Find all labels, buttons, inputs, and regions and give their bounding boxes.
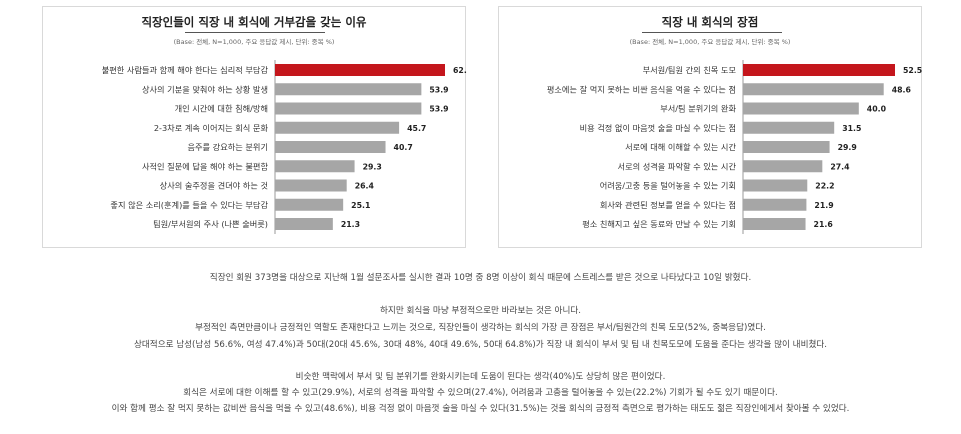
article-paragraph: 회식은 서로에 대한 이해를 할 수 있고(29.9%), 서로의 성격을 파악… (183, 388, 778, 398)
category-label: 부서원/팀원 간의 친목 도모 (643, 65, 737, 75)
value-label: 29.3 (363, 162, 382, 171)
chart-title: 직장 내 회식의 장점 (661, 15, 759, 29)
category-label: 서로의 성격을 파악할 수 있는 시간 (618, 161, 737, 171)
article-paragraph: 이와 함께 평소 잘 먹지 못하는 값비싼 음식을 먹을 수 있고(48.6%)… (111, 404, 850, 414)
bar (275, 121, 400, 134)
category-label: 상사의 술주정을 견뎌야 하는 것 (160, 181, 268, 191)
value-label: 40.0 (867, 105, 887, 114)
value-label: 27.4 (830, 162, 850, 171)
chart-title: 직장인들이 직장 내 회식에 거부감을 갖는 이유 (141, 15, 367, 29)
category-label: 불편한 사람들과 함께 해야 한다는 심리적 부담감 (102, 65, 269, 75)
bar (743, 179, 808, 192)
bar-chart-benefits: 부서원/팀원 간의 친목 도모 52.5 평소에는 잘 먹지 못하는 비싼 음식을 … (547, 60, 922, 234)
value-label: 29.9 (838, 143, 857, 152)
title-underline (185, 32, 325, 33)
bar (743, 83, 884, 96)
bar (275, 64, 445, 76)
bar (275, 218, 333, 230)
category-label: 부서/팀 분위기의 완화 (660, 104, 736, 114)
article-paragraph: 상대적으로 남성(남성 56.6%, 여성 47.4%)과 50대(20대 45… (133, 340, 828, 350)
bar (743, 218, 806, 230)
article-paragraph: 비슷한 맥락에서 부서 및 팀 분위기를 완화시키는데 도움이 된다는 생각(4… (295, 372, 666, 382)
value-label: 25.1 (351, 201, 370, 210)
category-label: 좋지 않은 소리(훈계)를 들을 수 있다는 부담감 (110, 200, 268, 210)
bar (743, 102, 859, 115)
category-label: 어려움/고충 등을 털어놓을 수 있는 기회 (600, 181, 736, 191)
article-paragraph: 직장인 회원 373명을 대상으로 지난해 1월 설문조사를 실시한 결과 10… (209, 273, 752, 283)
bar (275, 160, 355, 173)
bar (275, 83, 422, 96)
bar (275, 141, 386, 153)
value-label: 40.7 (394, 143, 413, 152)
value-label: 53.9 (429, 85, 448, 94)
chart-panel-reasons: 직장인들이 직장 내 회식에 거부감을 갖는 이유 (Base: 전체, N=1… (42, 6, 467, 248)
category-label: 음주를 강요하는 분위기 (187, 142, 268, 152)
chart-subtitle: (Base: 전체, N=1,000, 주요 응답값 제시, 단위: 중복 %) (629, 38, 791, 46)
category-label: 개인 시간에 대한 침해/방해 (175, 104, 268, 114)
bar (275, 198, 344, 211)
chart-subtitle: (Base: 전체, N=1,000, 주요 응답값 제시, 단위: 중복 %) (173, 38, 335, 46)
value-label: 21.6 (814, 220, 833, 229)
bar (743, 141, 830, 153)
value-label: 21.3 (341, 220, 360, 229)
value-label: 48.6 (892, 85, 911, 94)
value-label: 22.2 (815, 182, 834, 191)
bar (743, 198, 807, 211)
value-label: 53.9 (429, 105, 448, 114)
category-label: 상사의 기분을 맞춰야 하는 상황 발생 (142, 84, 268, 94)
value-label: 21.9 (814, 201, 833, 210)
category-label: 서로에 대해 이해할 수 있는 시간 (625, 142, 736, 152)
category-label: 2-3차로 계속 이어지는 회식 문화 (154, 123, 269, 133)
title-underline (642, 32, 782, 33)
value-label: 31.5 (842, 124, 861, 133)
category-label: 팀원/부서원의 주사 (나쁜 술버릇) (153, 219, 268, 229)
bar (743, 121, 835, 134)
value-label: 62.6 (453, 66, 467, 75)
category-label: 평소 친해지고 싶은 동료와 만날 수 있는 기회 (582, 219, 736, 229)
value-label: 45.7 (407, 124, 426, 133)
category-label: 평소에는 잘 먹지 못하는 비싼 음식을 먹을 수 있다는 점 (547, 84, 736, 94)
article-paragraph: 하지만 회식을 마냥 부정적으로만 바라보는 것은 아니다. (380, 306, 581, 316)
article-paragraph: 부정적인 측면만큼이나 긍정적인 역할도 존재한다고 느끼는 것으로, 직장인들… (195, 323, 766, 333)
chart-panel-benefits: 직장 내 회식의 장점 (Base: 전체, N=1,000, 주요 응답값 제… (498, 6, 922, 248)
category-label: 회사와 관련된 정보를 얻을 수 있다는 점 (600, 200, 736, 210)
bar (275, 102, 422, 115)
bar (275, 179, 347, 192)
bar-chart-reasons: 불편한 사람들과 함께 해야 한다는 심리적 부담감 62.6 상사의 기분을 맞춰… (102, 60, 467, 234)
bar (743, 160, 823, 173)
value-label: 26.4 (355, 182, 375, 191)
value-label: 52.5 (903, 66, 922, 75)
category-label: 사적인 질문에 답을 해야 하는 불편함 (142, 161, 268, 171)
category-label: 비용 걱정 없이 마음껏 술을 마실 수 있다는 점 (580, 123, 736, 133)
bar (743, 64, 895, 76)
